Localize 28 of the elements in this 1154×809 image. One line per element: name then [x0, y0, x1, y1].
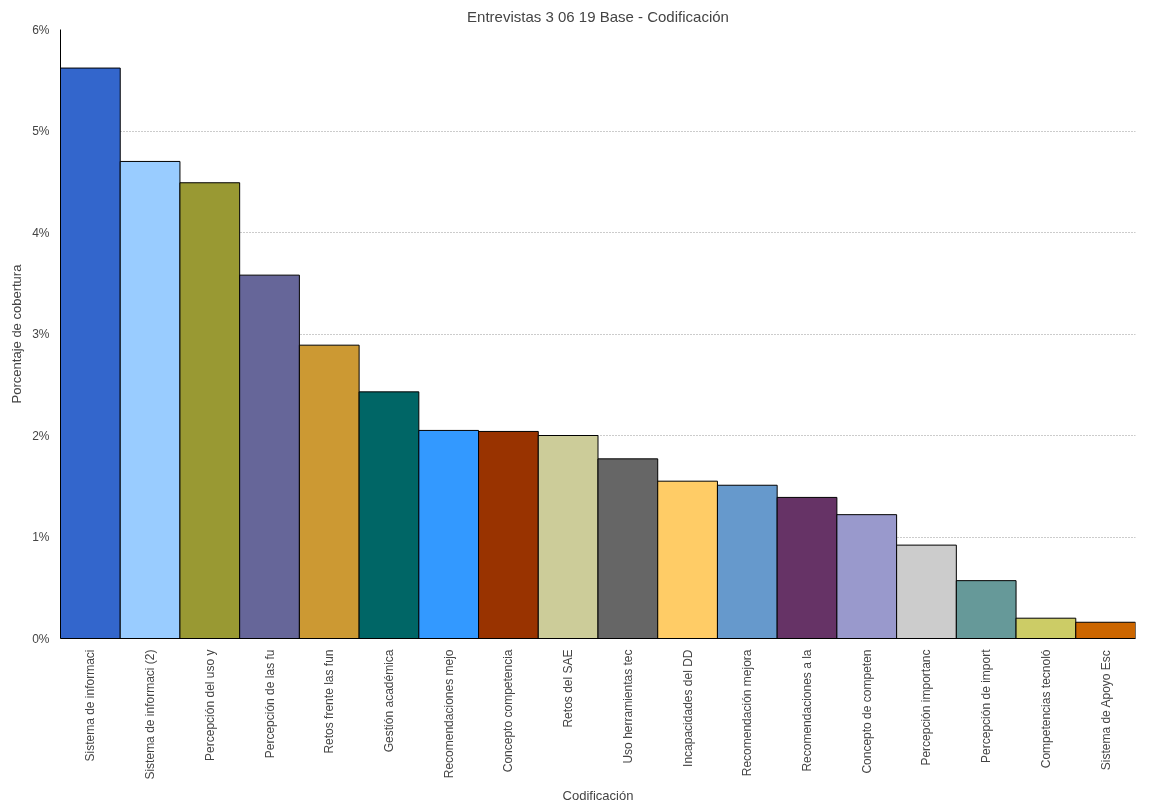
x-tick-label: Competencias tecnoló: [1038, 649, 1053, 769]
x-tick-label: Retos frente las fun: [322, 649, 337, 754]
y-tick-label: 3%: [32, 327, 50, 341]
x-tick-label: Sistema de informaci (2): [143, 649, 158, 780]
y-tick-label: 0%: [32, 631, 50, 646]
x-axis-title: Codificación: [562, 787, 634, 803]
y-tick-label: 1%: [32, 530, 50, 544]
x-tick-label: Percepción de import: [979, 648, 994, 763]
chart-title: Entrevistas 3 06 19 Base - Codificación: [467, 7, 729, 25]
x-tick-label: Concepto competencia: [501, 649, 516, 773]
x-tick-label: Sistema de Apoyo Esc: [1098, 650, 1113, 771]
x-tick-label: Recomendaciones mejo: [441, 649, 456, 779]
x-tick-label: Percepción de las fu: [262, 649, 277, 759]
x-tick-label: Uso herramientas tec: [620, 649, 635, 764]
x-tick-label: Recomendaciones a la: [800, 649, 815, 772]
x-tick-label: Incapacidades del DD: [680, 649, 695, 767]
x-tick-label: Sistema de informaci: [83, 649, 98, 762]
y-axis-title: Porcentaje de cobertura: [9, 263, 25, 404]
y-tick-label: 4%: [32, 225, 50, 240]
x-tick-label: Concepto de competen: [859, 649, 874, 774]
y-tick-label: 5%: [32, 124, 50, 138]
x-tick-label: Retos del SAE: [561, 649, 576, 728]
x-tick-label: Gestión académica: [381, 649, 396, 753]
x-tick-label: Percepción importanc: [919, 649, 934, 766]
x-tick-label: Recomendación mejora: [740, 649, 755, 777]
x-tick-label: Percepción del uso y: [202, 649, 217, 761]
y-tick-label: 6%: [32, 22, 50, 37]
y-tick-label: 2%: [32, 428, 50, 443]
